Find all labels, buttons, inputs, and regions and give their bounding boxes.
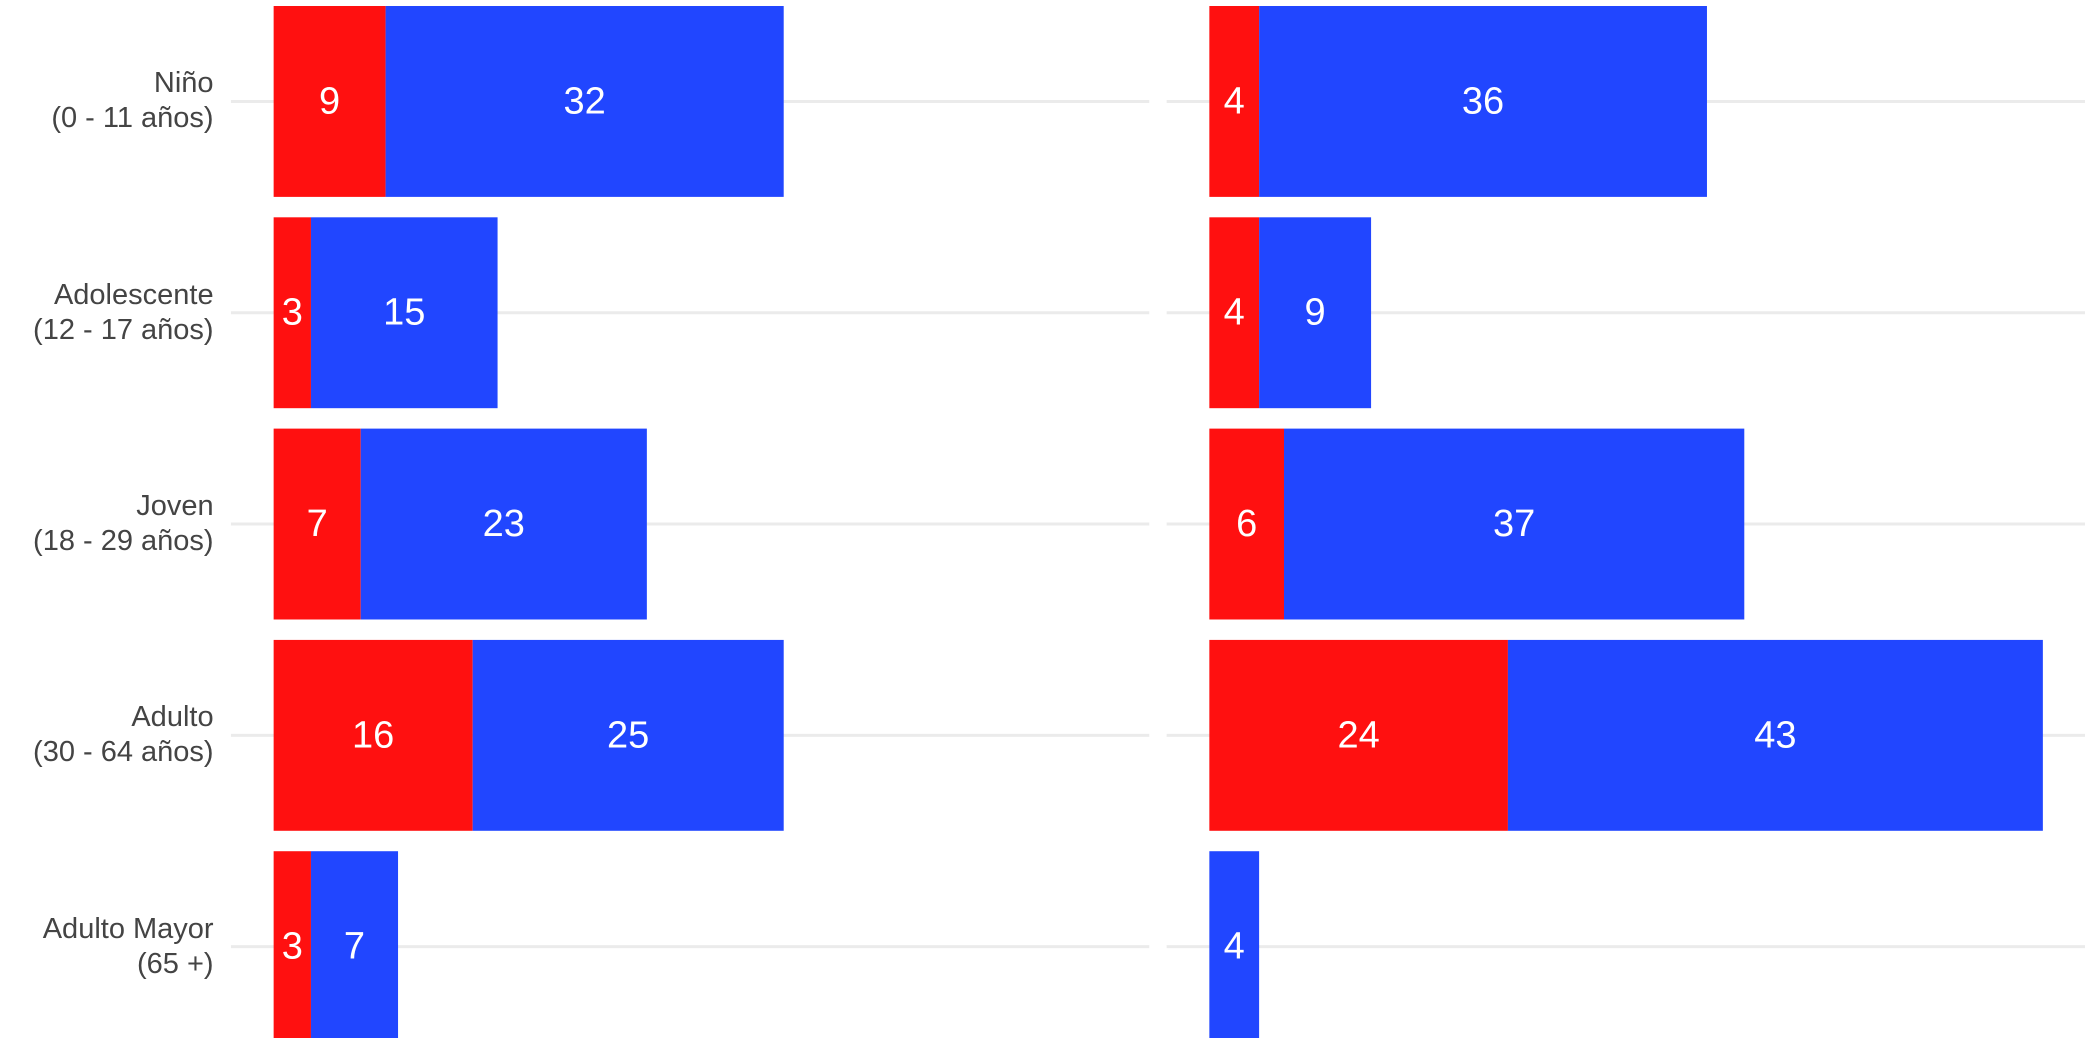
bar: [472, 639, 784, 831]
y-tick-label: Adulto (30 - 64 años): [33, 701, 214, 769]
value-label: 37: [1493, 503, 1535, 545]
bar: [1507, 639, 2043, 831]
y-tick-label: Joven (18 - 29 años): [33, 490, 214, 558]
bar: [1283, 428, 1745, 620]
bar: [385, 6, 784, 197]
y-tick-label: Niño (0 - 11 años): [51, 67, 214, 135]
value-label: 7: [307, 503, 328, 545]
bar: [273, 639, 473, 831]
value-label: 3: [282, 292, 303, 334]
bar: [1209, 851, 1260, 1038]
value-label: 36: [1462, 80, 1504, 122]
value-label: 15: [383, 292, 425, 334]
value-label: 7: [344, 926, 365, 968]
value-label: 3: [282, 926, 303, 968]
value-label: 24: [1337, 714, 1379, 756]
value-label: 4: [1224, 292, 1245, 334]
value-label: 23: [483, 503, 525, 545]
bar: [273, 6, 386, 197]
value-label: 9: [1305, 292, 1326, 334]
bar: [273, 217, 311, 409]
bar: [1209, 6, 1260, 197]
bar: [310, 851, 399, 1038]
value-label: 25: [607, 714, 649, 756]
bar: [1209, 217, 1260, 409]
value-label: 43: [1754, 714, 1796, 756]
bar: [1209, 428, 1284, 620]
bar: [310, 217, 498, 409]
value-label: 32: [564, 80, 606, 122]
bar: [1259, 217, 1372, 409]
y-tick-label: Adulto Mayor (65 +): [42, 912, 214, 980]
bar: [273, 851, 311, 1038]
bar: [273, 428, 361, 620]
value-label: 4: [1224, 926, 1245, 968]
bar: [1209, 639, 1508, 831]
value-label: 9: [319, 80, 340, 122]
value-label: 4: [1224, 80, 1245, 122]
bar: [360, 428, 647, 620]
y-tick-label: Adolescente (12 - 17 años): [33, 278, 214, 346]
value-label: 6: [1236, 503, 1257, 545]
bar: [1259, 6, 1707, 197]
value-label: 16: [352, 714, 394, 756]
